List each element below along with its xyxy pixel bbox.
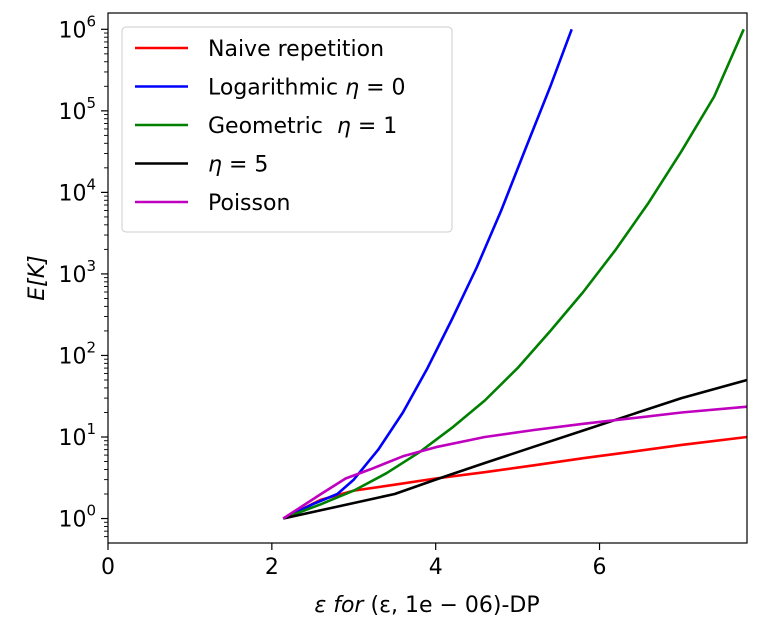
x-tick-label-3: 6 <box>593 555 607 580</box>
y-axis-label-expectation: E <box>25 287 50 301</box>
series-line-4 <box>282 405 748 520</box>
x-tick-label-1: 2 <box>265 555 279 580</box>
y-tick-label-3: 103 <box>58 257 96 288</box>
x-tick-label-2: 4 <box>429 555 443 580</box>
x-axis-label: ε for (ε, 1e − 06)-DP <box>314 593 539 618</box>
x-axis-label-suffix: -DP <box>501 593 539 618</box>
legend-label-1: Logarithmic η = 0 <box>208 76 406 101</box>
x-axis-label-params: (ε, 1e − 06) <box>370 593 501 618</box>
series-line-0 <box>282 435 748 520</box>
series-line-2 <box>282 28 745 520</box>
y-axis-ticks: 100 101 102 103 104 105 106 <box>58 12 108 538</box>
series-line-3 <box>283 378 748 520</box>
y-tick-label-4: 104 <box>58 175 96 206</box>
legend-label-2: Geometric η = 1 <box>208 114 397 139</box>
series-layer <box>282 28 748 520</box>
y-axis-label: E[K] <box>25 255 50 301</box>
x-tick-label-0: 0 <box>101 555 115 580</box>
y-tick-label-6: 106 <box>58 12 96 43</box>
legend: Naive repetition Logarithmic η = 0 Geometr… <box>121 26 453 233</box>
y-tick-label-5: 105 <box>58 94 96 125</box>
legend-label-0: Naive repetition <box>208 37 384 62</box>
y-tick-label-0: 100 <box>58 502 96 533</box>
y-tick-label-1: 101 <box>58 420 96 451</box>
legend-entries: Naive repetition Logarithmic η = 0 Geometr… <box>135 37 406 216</box>
legend-label-4: Poisson <box>208 191 290 216</box>
x-axis-label-epsilon: ε for <box>314 593 370 618</box>
x-axis-ticks: 0 2 4 6 <box>101 543 607 580</box>
legend-label-3: η = 5 <box>208 153 268 178</box>
y-tick-label-2: 102 <box>58 338 96 369</box>
legend-box <box>121 26 453 233</box>
y-axis-label-arg: [K] <box>25 255 50 287</box>
series-line-1 <box>282 28 573 520</box>
